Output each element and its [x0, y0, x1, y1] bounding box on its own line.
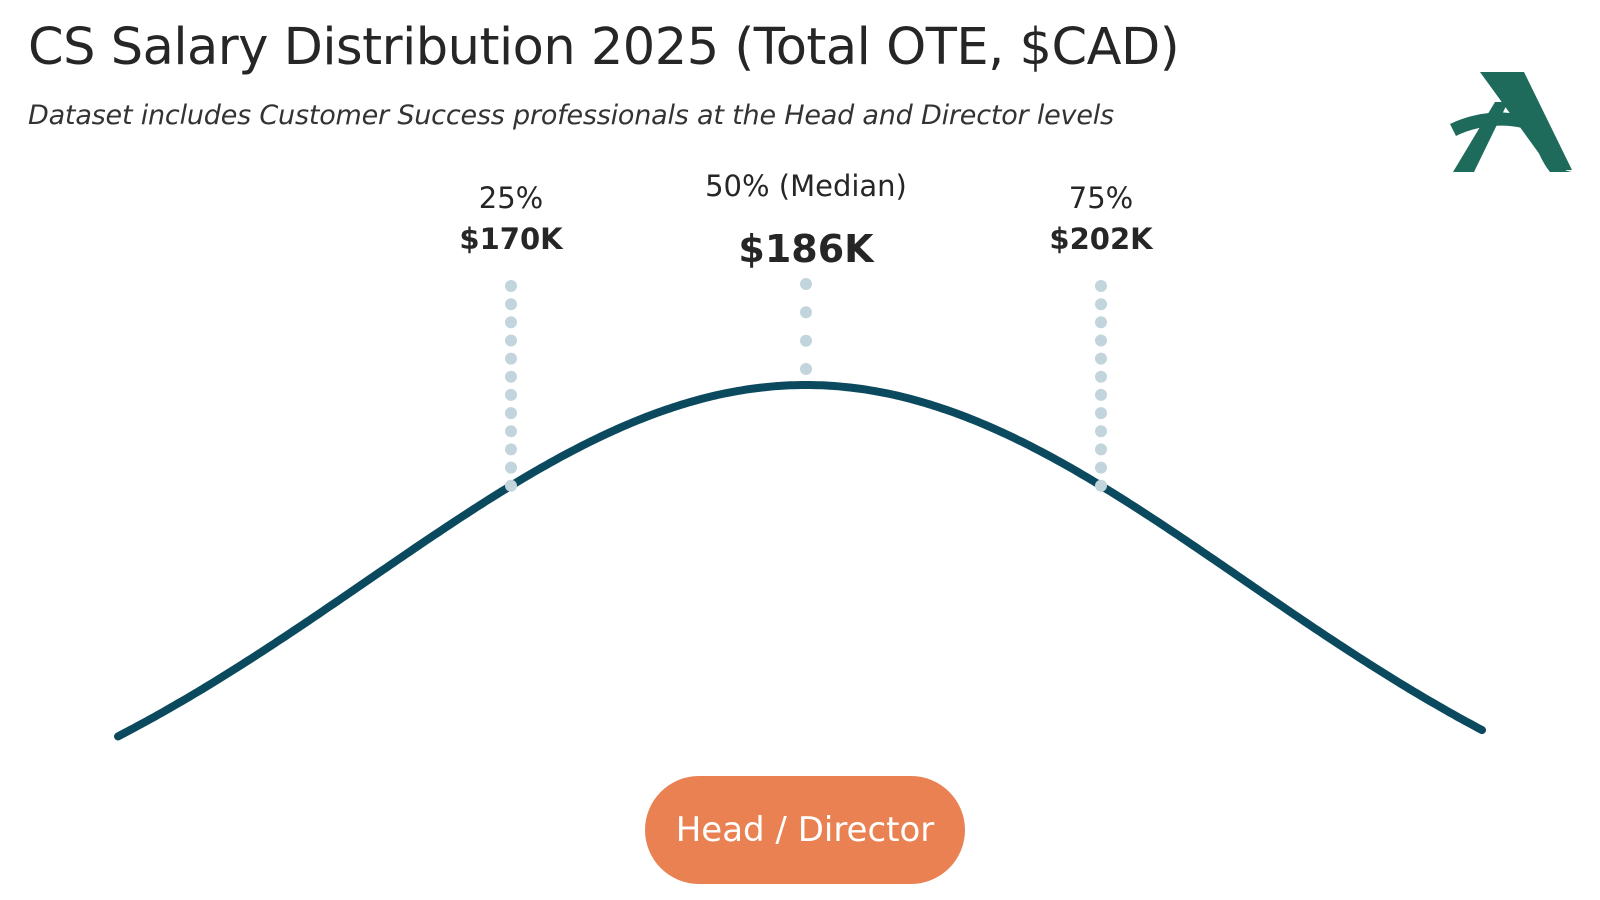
marker-dot	[1095, 425, 1107, 438]
marker-dot	[505, 280, 517, 292]
marker-dot	[505, 407, 517, 420]
marker-dot	[1095, 280, 1107, 292]
marker-dot	[1095, 352, 1107, 365]
marker-dot	[505, 352, 517, 365]
marker-dot	[505, 334, 517, 347]
percentile-marker-50	[800, 278, 812, 375]
marker-dot	[505, 425, 517, 438]
marker-dot	[800, 334, 812, 347]
marker-dot	[505, 388, 517, 401]
percentile-value-label: $170K	[459, 222, 564, 256]
marker-dot	[1095, 407, 1107, 420]
marker-dot	[505, 370, 517, 383]
marker-dot	[505, 461, 517, 474]
percentile-value-label: $202K	[1049, 222, 1154, 256]
percentile-label: 25%	[479, 181, 543, 215]
letter-a-logo-icon	[1450, 72, 1572, 172]
marker-dot	[505, 479, 517, 492]
percentile-marker-75	[1095, 280, 1107, 492]
marker-dot	[505, 443, 517, 456]
marker-dot	[505, 298, 517, 311]
marker-dot	[1095, 461, 1107, 474]
marker-dot	[1095, 388, 1107, 401]
marker-dot	[800, 363, 812, 375]
distribution-curve	[114, 381, 1486, 741]
marker-dot	[1095, 316, 1107, 329]
page-subtitle: Dataset includes Customer Success profes…	[28, 100, 1114, 131]
percentile-label: 50% (Median)	[705, 169, 907, 203]
marker-dot	[1095, 479, 1107, 492]
marker-dot	[505, 316, 517, 329]
page-title: CS Salary Distribution 2025 (Total OTE, …	[28, 18, 1180, 77]
percentile-label: 75%	[1069, 181, 1133, 215]
marker-dot	[1095, 298, 1107, 311]
marker-dot	[800, 306, 812, 319]
legend-pill-head-director: Head / Director	[645, 776, 965, 884]
marker-dot	[800, 278, 812, 290]
marker-dot	[1095, 443, 1107, 456]
marker-dot	[1095, 334, 1107, 347]
percentile-value-label: $186K	[738, 227, 875, 271]
percentile-marker-25	[505, 280, 517, 492]
marker-dot	[1095, 370, 1107, 383]
